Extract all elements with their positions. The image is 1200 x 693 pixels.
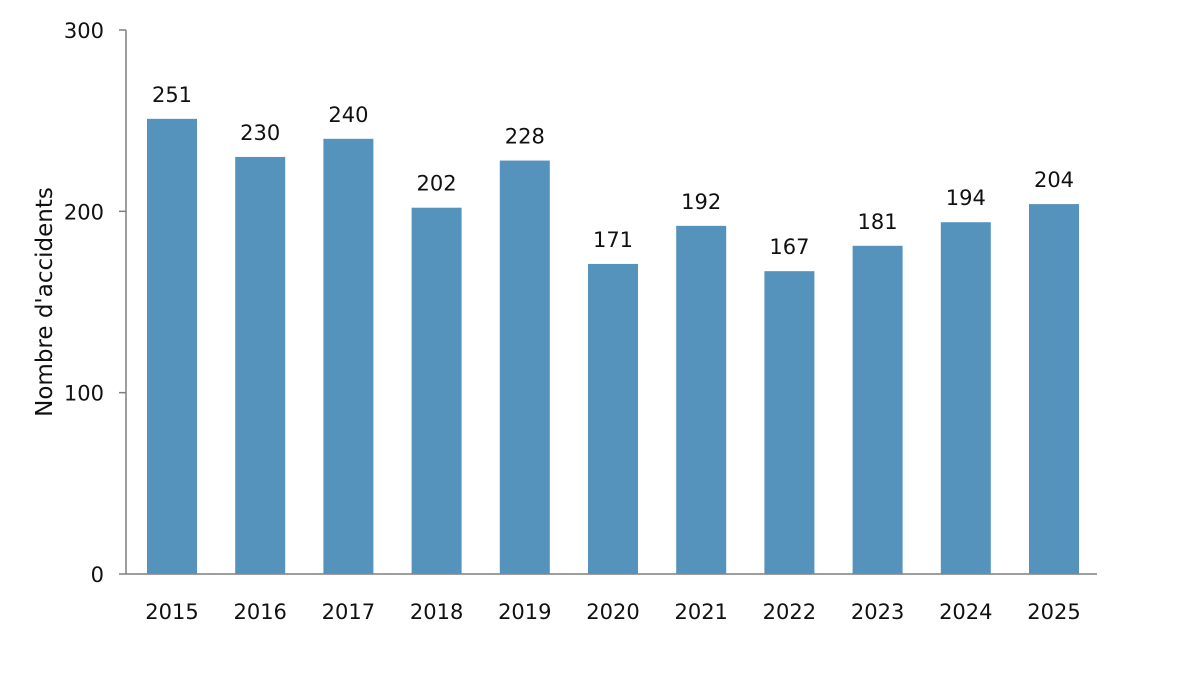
y-axis-title: Nombre d'accidents (32, 187, 58, 417)
x-tick-label: 2017 (322, 600, 375, 624)
bar (852, 245, 903, 574)
bar-value-label: 228 (505, 125, 545, 149)
y-axis: 0 100 200 300 (64, 19, 127, 587)
x-tick-label: 2020 (586, 600, 639, 624)
data-labels: 251 230 240 202 228 171 192 167 181 194 204 (152, 83, 1074, 259)
x-tick-label: 2025 (1027, 600, 1080, 624)
y-tick-label: 300 (64, 19, 104, 43)
bar (588, 263, 638, 574)
bar (1029, 204, 1079, 574)
bar-value-label: 240 (328, 103, 368, 127)
bar-value-label: 202 (417, 172, 457, 196)
bar-value-label: 192 (681, 190, 721, 214)
bar-value-label: 171 (593, 228, 633, 252)
bar (764, 271, 815, 574)
x-tick-label: 2021 (674, 600, 727, 624)
x-tick-label: 2023 (851, 600, 904, 624)
x-tick-label: 2022 (763, 600, 816, 624)
bar-value-label: 194 (946, 186, 986, 210)
bar-value-label: 167 (769, 235, 809, 259)
bar-value-label: 230 (240, 121, 280, 145)
bar-value-label: 204 (1034, 168, 1074, 192)
y-tick-label: 0 (91, 563, 104, 587)
y-tick-label: 100 (64, 382, 104, 406)
bars (147, 118, 1079, 575)
x-axis: 2015 2016 2017 2018 2019 2020 2021 2022 2023 2024… (126, 573, 1097, 624)
bar (323, 138, 374, 575)
bar (411, 207, 462, 574)
bar (235, 156, 286, 574)
bar (676, 225, 727, 574)
x-tick-label: 2016 (233, 600, 286, 624)
y-tick-label: 200 (64, 200, 104, 224)
bar (499, 160, 550, 574)
x-tick-label: 2018 (410, 600, 463, 624)
bar-value-label: 251 (152, 83, 192, 107)
bar (147, 118, 197, 574)
x-tick-label: 2015 (145, 600, 198, 624)
bar (940, 222, 991, 575)
x-tick-label: 2019 (498, 600, 551, 624)
x-tick-label: 2024 (939, 600, 992, 624)
bar-value-label: 181 (858, 210, 898, 234)
